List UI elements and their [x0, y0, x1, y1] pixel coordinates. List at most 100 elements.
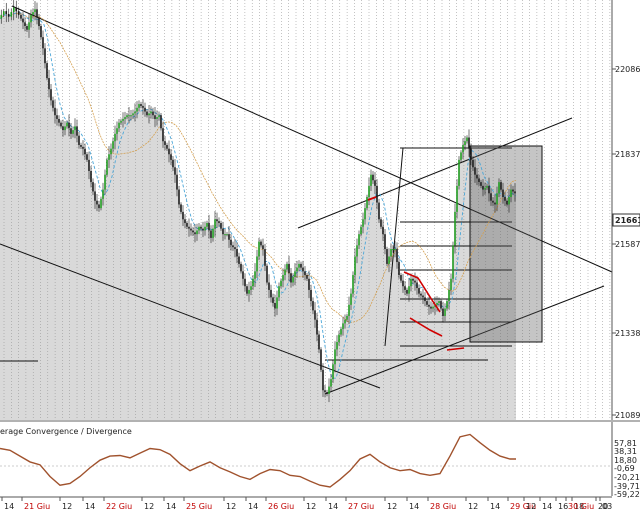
candle-body [104, 174, 106, 190]
y-axis-label: 22086, [615, 65, 640, 74]
candle-body [480, 182, 482, 186]
candle-body [242, 271, 244, 279]
last-price-label: 21661, [615, 216, 640, 225]
trendline-rising-support[interactable] [324, 285, 605, 395]
red-trend-segment-3 [409, 317, 443, 337]
candle-body [382, 226, 384, 235]
x-axis-label: 25 Giu [186, 502, 212, 511]
candle-body [488, 185, 490, 194]
candle-body [124, 117, 126, 119]
candle-body [42, 37, 44, 49]
candle-body [436, 302, 438, 305]
candle-body [438, 301, 440, 303]
candle-body [234, 247, 236, 250]
candle-body [254, 271, 256, 279]
candle-body [58, 118, 60, 123]
candle-body [396, 249, 398, 263]
candle-body [26, 26, 28, 30]
macd-y-label: -39,71 [614, 482, 640, 491]
candle-body [402, 280, 404, 287]
candle-body [126, 115, 128, 118]
candle-body [206, 223, 208, 227]
candle-body [280, 280, 282, 287]
candle-body [334, 349, 336, 365]
candle-body [38, 17, 40, 27]
candle-body [148, 113, 150, 116]
x-axis-label: 29 Giu [510, 502, 536, 511]
candle-body [454, 211, 456, 246]
x-axis-label: 12 [387, 502, 397, 511]
candle-body [82, 146, 84, 149]
y-axis-label: 21338, [615, 329, 640, 338]
candle-body [340, 328, 342, 335]
candle-body [102, 189, 104, 199]
candle-body [504, 196, 506, 201]
candle-body [408, 286, 410, 294]
candle-body [460, 152, 462, 160]
wave-line-down[interactable] [384, 147, 404, 347]
candle-body [24, 22, 26, 27]
candle-body [132, 113, 134, 116]
candle-body [440, 301, 442, 309]
candle-body [96, 200, 98, 205]
candle-body [176, 174, 178, 190]
candle-body [414, 280, 416, 283]
candle-body [308, 278, 310, 290]
x-axis-label: 16 [558, 502, 568, 511]
candle-body [394, 249, 396, 251]
macd-line [0, 433, 516, 488]
candle-body [310, 289, 312, 302]
candle-body [226, 234, 228, 236]
x-axis-label: 12 [62, 502, 72, 511]
candle-body [384, 234, 386, 250]
candle-body [192, 230, 194, 233]
y-axis-label: 21837, [615, 150, 640, 159]
candle-body [292, 276, 294, 283]
x-axis-label: 12 [306, 502, 316, 511]
candle-body [466, 137, 468, 142]
candle-body [272, 297, 274, 303]
x-axis-label: 14 [328, 502, 338, 511]
candle-body [276, 297, 278, 309]
candle-body [236, 249, 238, 257]
candle-body [228, 234, 230, 240]
time-x-axis: 14 21 Giu 12 14 22 Giu 12 14 25 Giu 12 14 26 Giu 12… [1, 497, 612, 511]
trendline-lower-channel[interactable] [0, 243, 381, 389]
candle-body [270, 289, 272, 298]
candle-body [274, 302, 276, 309]
highlight-box[interactable] [469, 145, 543, 343]
candlestick-series [0, 0, 516, 403]
candle-body [156, 117, 158, 119]
candle-body [30, 14, 32, 23]
candle-body [432, 306, 434, 309]
candle-body [444, 308, 446, 316]
candle-body [222, 228, 224, 235]
candle-body [52, 100, 54, 108]
candle-body [502, 189, 504, 197]
candle-body [248, 289, 250, 294]
candle-body [198, 226, 200, 231]
candle-body [498, 182, 500, 194]
x-axis-label: 14 [85, 502, 95, 511]
y-axis-label: 21587, [615, 240, 640, 249]
candle-body [182, 211, 184, 220]
candle-body [100, 198, 102, 209]
candle-body [282, 275, 284, 281]
x-axis-label: 12 [144, 502, 154, 511]
candle-body [178, 189, 180, 205]
candle-body [224, 234, 226, 236]
red-trend-segment-2 [403, 271, 441, 313]
trendline-rising-resistance[interactable] [297, 117, 573, 229]
candle-body [386, 249, 388, 264]
candle-body [468, 137, 470, 149]
candle-body [350, 293, 352, 305]
candle-body [478, 178, 480, 183]
candle-body [34, 9, 36, 13]
candle-body [166, 144, 168, 149]
candle-body [28, 22, 30, 30]
candle-body [412, 278, 414, 281]
x-axis-label: 14 [490, 502, 500, 511]
trendline-upper-channel[interactable] [11, 5, 613, 273]
candle-body [510, 189, 512, 197]
